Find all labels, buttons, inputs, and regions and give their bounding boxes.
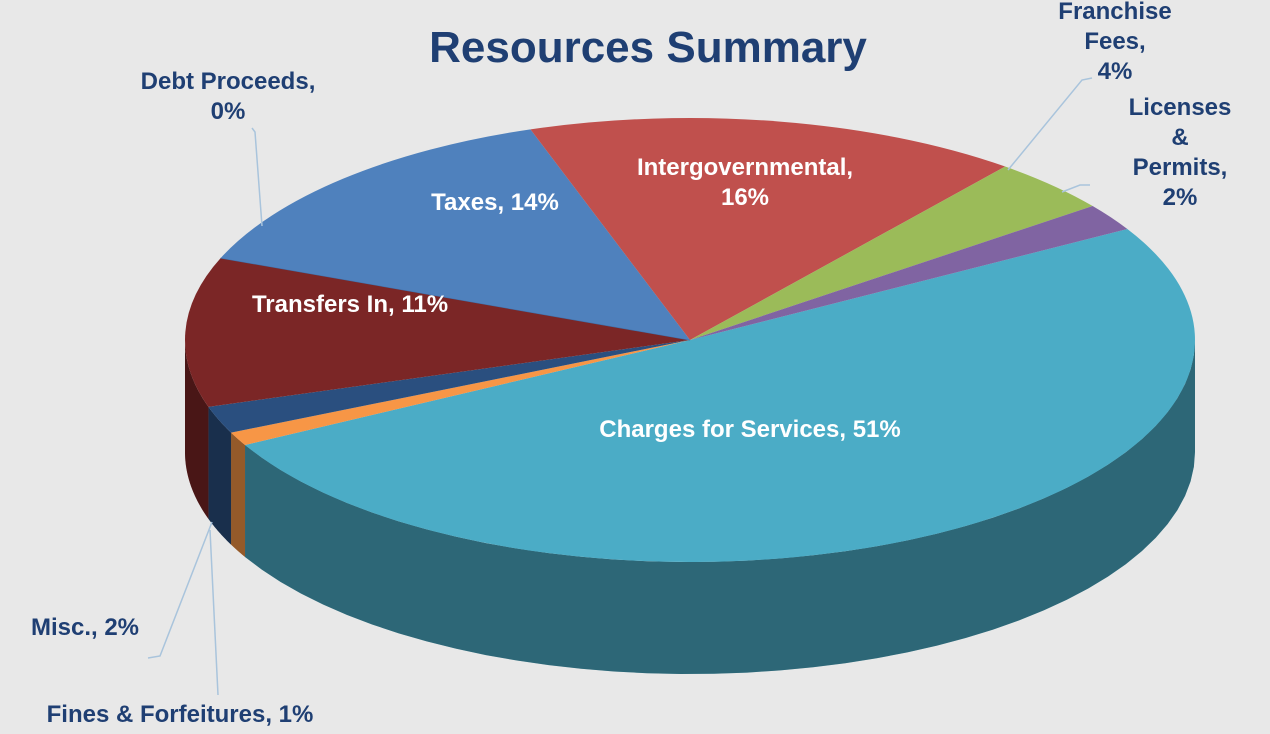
- pie-slice: [245, 229, 1195, 562]
- side-shade: [245, 340, 1196, 674]
- side-shade: [208, 406, 232, 545]
- pie-slice: [231, 340, 690, 445]
- pie-slice: [220, 129, 690, 340]
- pie-side: [208, 406, 232, 545]
- data-label: Intergovernmental, 16%: [636, 154, 854, 211]
- leader-line: [147, 521, 213, 659]
- data-label: Licenses & Permits, 2%: [1128, 94, 1232, 211]
- pie-slice: [530, 118, 1006, 340]
- data-label: Charges for Services, 51%: [599, 416, 901, 443]
- pie-slice: [208, 340, 690, 433]
- pie-side: [245, 340, 1196, 674]
- data-label: Franchise Fees, 4%: [1058, 0, 1172, 85]
- data-label: Debt Proceeds, 0%: [140, 68, 316, 125]
- pie-slice: [184, 257, 690, 407]
- data-label: Misc., 2%: [30, 614, 140, 641]
- side-shade: [231, 432, 246, 557]
- pie-slice: [690, 205, 1128, 340]
- chart-title: Resources Summary: [429, 23, 867, 72]
- pie-tops: [184, 118, 1195, 562]
- data-label: Transfers In, 11%: [251, 291, 449, 318]
- leader-lines: [147, 77, 1093, 696]
- leader-line: [251, 127, 263, 227]
- leader-line: [1007, 77, 1093, 171]
- pie-slice: [690, 166, 1093, 340]
- leader-line: [1061, 184, 1090, 193]
- pie-side: [231, 432, 246, 557]
- data-label: Fines & Forfeitures, 1%: [46, 701, 314, 728]
- pie-sides: [185, 340, 1196, 674]
- leader-line: [209, 529, 219, 696]
- side-shade: [185, 340, 209, 519]
- pie-side: [185, 340, 209, 519]
- data-label: Taxes, 14%: [431, 189, 559, 216]
